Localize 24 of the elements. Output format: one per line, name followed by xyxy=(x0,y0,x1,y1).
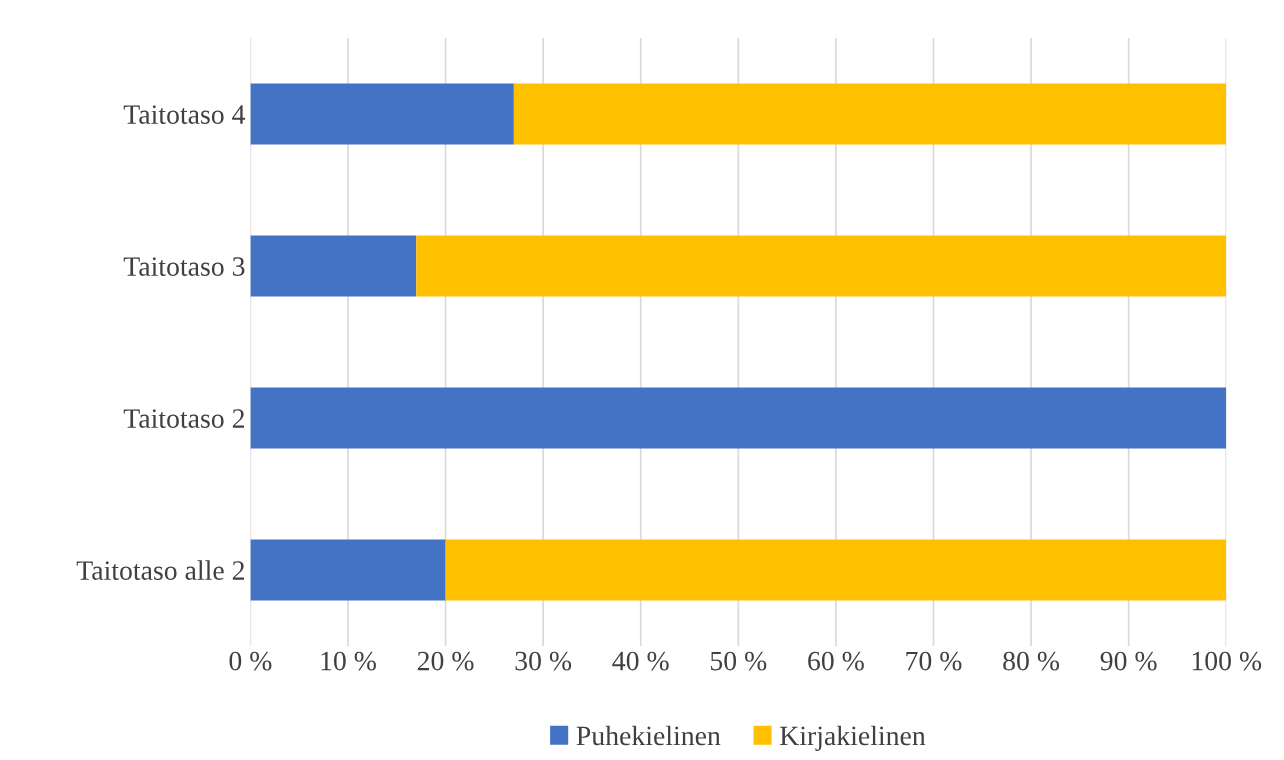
bar xyxy=(513,83,1227,145)
x-tick-label: 90 % xyxy=(1100,651,1157,671)
legend-label: Kirjakielinen xyxy=(780,725,926,751)
y-tick-label: Taitotaso 4 xyxy=(123,105,246,124)
bar xyxy=(416,235,1227,297)
x-tick-label: 0 % xyxy=(229,651,272,671)
x-tick-label: 30 % xyxy=(515,651,572,671)
x-tick-label: 80 % xyxy=(1003,651,1060,671)
x-tick-label: 50 % xyxy=(710,651,767,671)
bar xyxy=(445,539,1227,601)
y-tick-label: Taitotaso 3 xyxy=(123,257,245,276)
legend-label: Puhekielinen xyxy=(576,725,721,746)
y-tick-label: Taitotaso 2 xyxy=(123,409,244,428)
bar xyxy=(250,387,1227,449)
x-tick-label: 70 % xyxy=(906,651,962,671)
bar xyxy=(250,539,446,601)
bar xyxy=(250,83,514,145)
x-tick-label: 40 % xyxy=(612,651,669,671)
x-tick-label: 10 % xyxy=(321,651,376,671)
x-tick-label: 60 % xyxy=(808,651,864,671)
bar xyxy=(250,235,417,297)
x-tick-label: 100 % xyxy=(1192,651,1262,671)
y-tick-label: Taitotaso alle 2 xyxy=(76,560,244,580)
x-tick-label: 20 % xyxy=(417,651,474,671)
